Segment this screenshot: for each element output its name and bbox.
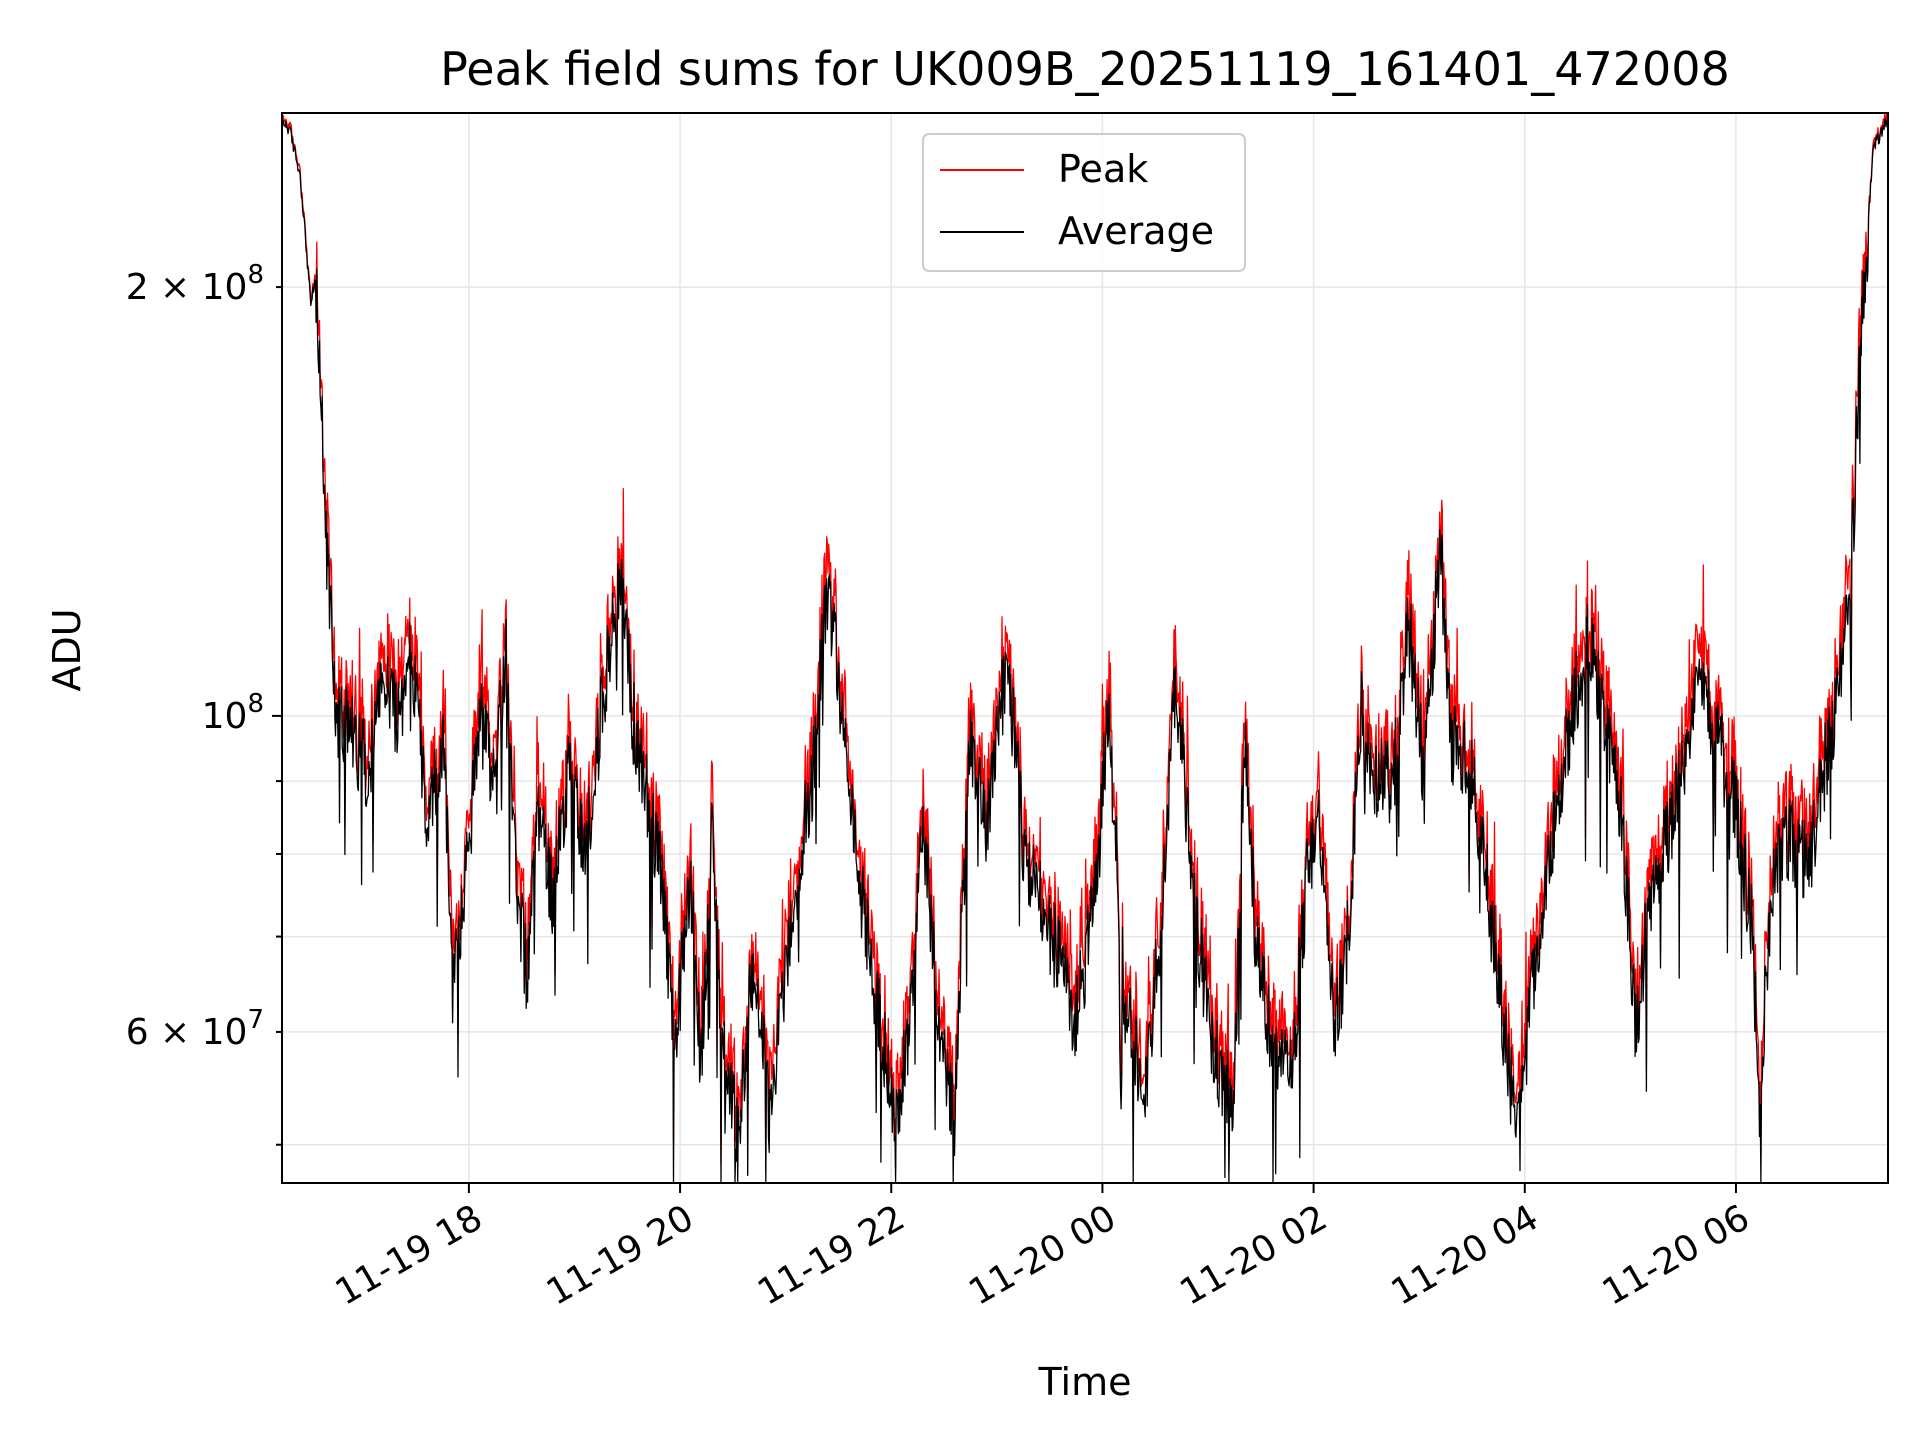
series (281, 112, 1889, 1183)
y-tick-label: 108 (202, 689, 264, 737)
x-axis-label: Time (1038, 1360, 1132, 1404)
y-axis-label: ADU (45, 608, 89, 691)
legend-box (922, 133, 1246, 272)
plot-frame (281, 112, 1889, 1184)
y-tick-label: 6 × 107 (126, 1005, 264, 1053)
legend-label-average: Average (1058, 209, 1214, 253)
legend-label-peak: Peak (1058, 147, 1148, 191)
y-tick-label: 2 × 108 (126, 260, 264, 308)
chart-title: Peak field sums for UK009B_20251119_1614… (440, 42, 1730, 96)
legend: Peak Average (922, 133, 1246, 272)
series-line-average (281, 114, 1889, 1183)
grid (282, 113, 1888, 1183)
